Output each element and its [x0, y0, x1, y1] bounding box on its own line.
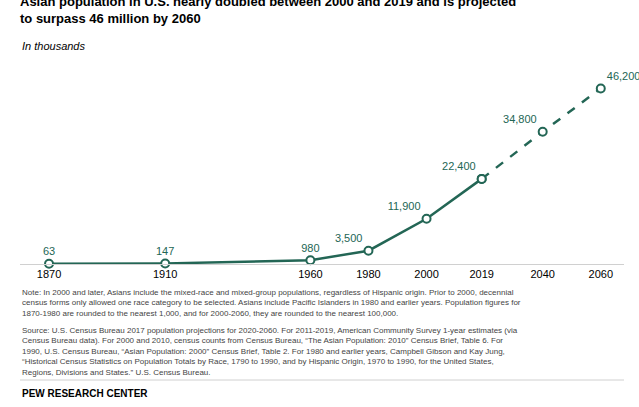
svg-text:In thousands: In thousands [22, 40, 85, 52]
svg-text:11,900: 11,900 [388, 200, 421, 212]
svg-text:63: 63 [43, 245, 55, 257]
svg-text:2000: 2000 [414, 268, 438, 280]
svg-text:1980: 1980 [356, 268, 380, 280]
svg-text:Source: U.S. Census Bureau 201: Source: U.S. Census Bureau 2017 populati… [22, 326, 518, 377]
svg-text:46,200: 46,200 [607, 70, 639, 82]
svg-text:Note: In 2000 and later, Asian: Note: In 2000 and later, Asians include … [22, 288, 521, 318]
svg-text:PEW RESEARCH CENTER: PEW RESEARCH CENTER [22, 388, 148, 399]
svg-text:Asian population in U.S. nearl: Asian population in U.S. nearly doubled … [20, 0, 516, 26]
svg-text:34,800: 34,800 [503, 113, 537, 125]
svg-text:2060: 2060 [589, 268, 613, 280]
svg-text:22,400: 22,400 [442, 160, 476, 172]
svg-text:147: 147 [156, 245, 174, 257]
svg-text:3,500: 3,500 [335, 232, 363, 244]
svg-text:980: 980 [301, 242, 319, 254]
svg-text:2019: 2019 [469, 268, 493, 280]
svg-text:2040: 2040 [530, 268, 554, 280]
svg-text:1870: 1870 [37, 268, 61, 280]
svg-text:1960: 1960 [298, 268, 322, 280]
svg-text:1910: 1910 [153, 268, 177, 280]
